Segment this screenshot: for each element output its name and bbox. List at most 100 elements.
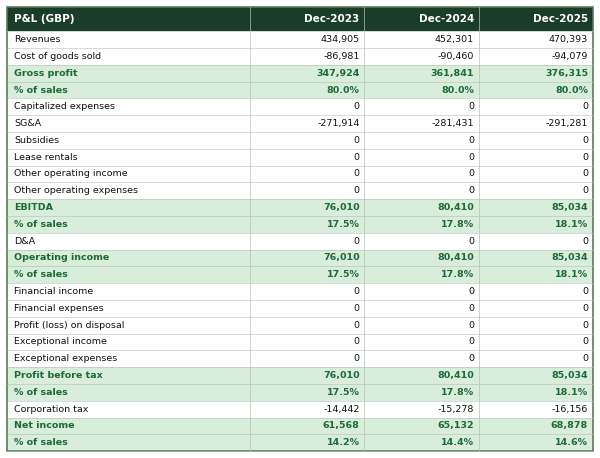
Text: 0: 0 xyxy=(582,169,588,179)
Bar xyxy=(7,98,593,115)
Text: % of sales: % of sales xyxy=(14,388,68,397)
Text: 76,010: 76,010 xyxy=(323,203,360,212)
Text: -86,981: -86,981 xyxy=(323,52,360,61)
Text: 17.8%: 17.8% xyxy=(441,388,474,397)
Text: 14.2%: 14.2% xyxy=(327,438,360,447)
Text: Cost of goods sold: Cost of goods sold xyxy=(14,52,101,61)
Text: -94,079: -94,079 xyxy=(552,52,588,61)
Text: 17.8%: 17.8% xyxy=(441,270,474,279)
Text: -16,156: -16,156 xyxy=(552,404,588,414)
Text: 0: 0 xyxy=(468,102,474,111)
Text: 0: 0 xyxy=(468,169,474,179)
Text: 0: 0 xyxy=(354,153,360,162)
Text: Profit (loss) on disposal: Profit (loss) on disposal xyxy=(14,321,125,330)
Text: 14.6%: 14.6% xyxy=(555,438,588,447)
Text: 0: 0 xyxy=(468,321,474,330)
Text: EBITDA: EBITDA xyxy=(14,203,53,212)
Bar xyxy=(250,7,364,31)
Text: 361,841: 361,841 xyxy=(430,69,474,78)
Bar xyxy=(7,7,250,31)
Text: 0: 0 xyxy=(582,338,588,346)
Text: 0: 0 xyxy=(582,153,588,162)
Text: 0: 0 xyxy=(468,287,474,296)
Bar xyxy=(7,132,593,149)
Text: -15,278: -15,278 xyxy=(437,404,474,414)
Text: 0: 0 xyxy=(354,304,360,313)
Text: 434,905: 434,905 xyxy=(320,35,360,44)
Text: -281,431: -281,431 xyxy=(431,119,474,128)
Text: 376,315: 376,315 xyxy=(545,69,588,78)
Text: Operating income: Operating income xyxy=(14,253,109,262)
Text: 0: 0 xyxy=(468,153,474,162)
Bar xyxy=(7,82,593,98)
Bar xyxy=(7,283,593,300)
Text: Other operating expenses: Other operating expenses xyxy=(14,186,138,195)
Text: 347,924: 347,924 xyxy=(316,69,360,78)
Text: Dec-2024: Dec-2024 xyxy=(419,14,474,24)
Text: 0: 0 xyxy=(354,338,360,346)
Bar xyxy=(364,7,479,31)
Text: 0: 0 xyxy=(468,338,474,346)
Text: 18.1%: 18.1% xyxy=(555,388,588,397)
Bar xyxy=(7,233,593,250)
Text: 0: 0 xyxy=(354,136,360,145)
Text: 17.8%: 17.8% xyxy=(441,220,474,229)
Text: Subsidies: Subsidies xyxy=(14,136,59,145)
Bar xyxy=(7,250,593,267)
Text: Other operating income: Other operating income xyxy=(14,169,128,179)
Text: 85,034: 85,034 xyxy=(551,371,588,380)
Text: 0: 0 xyxy=(354,186,360,195)
Text: 80,410: 80,410 xyxy=(437,253,474,262)
Bar xyxy=(7,300,593,317)
Text: 17.5%: 17.5% xyxy=(327,270,360,279)
Text: 0: 0 xyxy=(582,102,588,111)
Bar xyxy=(7,350,593,367)
Text: 76,010: 76,010 xyxy=(323,253,360,262)
Text: 17.5%: 17.5% xyxy=(327,388,360,397)
Text: 0: 0 xyxy=(354,287,360,296)
Text: Exceptional income: Exceptional income xyxy=(14,338,107,346)
Bar xyxy=(7,333,593,350)
Text: Gross profit: Gross profit xyxy=(14,69,78,78)
Text: 0: 0 xyxy=(468,237,474,245)
Text: SG&A: SG&A xyxy=(14,119,41,128)
Text: 0: 0 xyxy=(582,287,588,296)
Text: Lease rentals: Lease rentals xyxy=(14,153,78,162)
Text: 85,034: 85,034 xyxy=(551,203,588,212)
Bar xyxy=(7,65,593,82)
Text: 0: 0 xyxy=(582,237,588,245)
Text: 76,010: 76,010 xyxy=(323,371,360,380)
Bar xyxy=(7,418,593,434)
Text: 0: 0 xyxy=(354,102,360,111)
Text: -291,281: -291,281 xyxy=(546,119,588,128)
Text: Dec-2025: Dec-2025 xyxy=(533,14,588,24)
Text: -90,460: -90,460 xyxy=(437,52,474,61)
Text: Financial income: Financial income xyxy=(14,287,94,296)
Text: Exceptional expenses: Exceptional expenses xyxy=(14,354,118,363)
Text: 0: 0 xyxy=(582,304,588,313)
Text: 0: 0 xyxy=(468,354,474,363)
Bar xyxy=(7,115,593,132)
Text: Capitalized expenses: Capitalized expenses xyxy=(14,102,115,111)
Text: % of sales: % of sales xyxy=(14,270,68,279)
Text: % of sales: % of sales xyxy=(14,438,68,447)
Bar xyxy=(7,367,593,384)
Text: 0: 0 xyxy=(582,136,588,145)
Bar xyxy=(7,401,593,418)
Text: 0: 0 xyxy=(354,321,360,330)
Text: 452,301: 452,301 xyxy=(435,35,474,44)
Bar xyxy=(7,216,593,233)
Text: 80.0%: 80.0% xyxy=(555,86,588,94)
Bar xyxy=(7,48,593,65)
Text: 18.1%: 18.1% xyxy=(555,220,588,229)
Text: 470,393: 470,393 xyxy=(549,35,588,44)
Text: 80.0%: 80.0% xyxy=(441,86,474,94)
Text: 68,878: 68,878 xyxy=(551,421,588,431)
Text: 14.4%: 14.4% xyxy=(441,438,474,447)
Bar xyxy=(7,199,593,216)
Text: P&L (GBP): P&L (GBP) xyxy=(14,14,75,24)
Bar xyxy=(7,317,593,333)
Text: 85,034: 85,034 xyxy=(551,253,588,262)
Text: Net income: Net income xyxy=(14,421,75,431)
Text: Corporation tax: Corporation tax xyxy=(14,404,89,414)
